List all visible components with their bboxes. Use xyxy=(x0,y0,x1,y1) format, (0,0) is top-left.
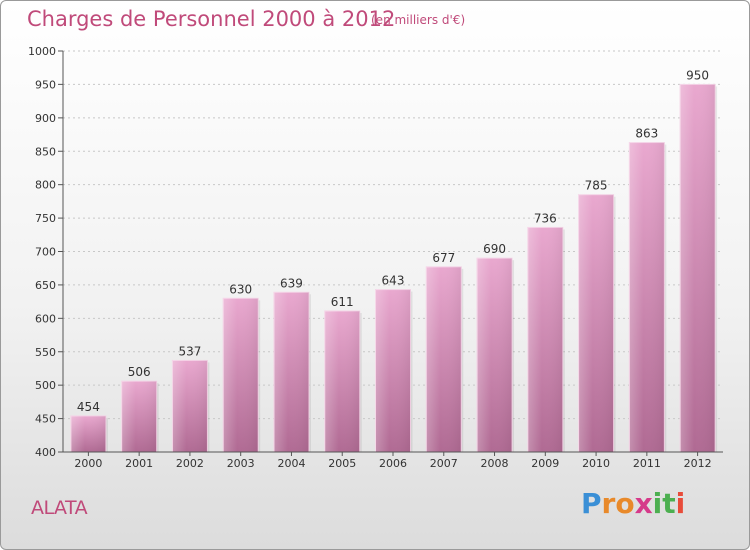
bar-shine-2003 xyxy=(223,298,259,452)
data-label-2007: 677 xyxy=(432,251,455,265)
axis-layer: 400 450 500 550 600 650 700 750 800 850 900 950 1000… xyxy=(28,45,723,470)
y-tick-label-700: 700 xyxy=(35,246,56,259)
y-tick-label-400: 400 xyxy=(35,446,56,459)
location-label: ALATA xyxy=(31,497,88,519)
bar-shine-2002 xyxy=(172,360,208,452)
x-tick-label-2003: 2003 xyxy=(227,457,255,470)
logo-letter: P xyxy=(581,487,602,520)
bar-shine-2000 xyxy=(70,415,106,452)
bar-shine-2010 xyxy=(578,194,614,453)
y-tick-label-600: 600 xyxy=(35,312,56,325)
x-tick-label-2008: 2008 xyxy=(481,457,509,470)
y-tick-label-550: 550 xyxy=(35,346,56,359)
y-tick-label-850: 850 xyxy=(35,145,56,158)
y-tick-label-500: 500 xyxy=(35,379,56,392)
chart-subtitle: (en milliers d'€) xyxy=(371,13,466,27)
bar-shine-2009 xyxy=(527,227,563,452)
data-label-2001: 506 xyxy=(128,365,151,379)
y-tick-label-900: 900 xyxy=(35,112,56,125)
data-label-2000: 454 xyxy=(77,400,100,414)
y-tick-label-650: 650 xyxy=(35,279,56,292)
y-tick-label-450: 450 xyxy=(35,413,56,426)
data-label-2008: 690 xyxy=(483,242,506,256)
logo-letter: r xyxy=(601,487,616,520)
bar-shine-2008 xyxy=(477,258,513,452)
bars-layer: 454 506 537 630 639 611 643 677 690 736 785 863 950 xyxy=(70,68,718,453)
logo-letter: i xyxy=(675,487,686,520)
bar-shine-2001 xyxy=(121,381,157,452)
x-tick-label-2005: 2005 xyxy=(328,457,356,470)
x-tick-label-2011: 2011 xyxy=(633,457,661,470)
proxiti-logo: Proxiti xyxy=(581,487,685,520)
x-tick-label-2000: 2000 xyxy=(74,457,102,470)
data-label-2004: 639 xyxy=(280,276,303,290)
chart-title: Charges de Personnel 2000 à 2012 xyxy=(27,7,396,31)
data-label-2012: 950 xyxy=(686,68,709,82)
y-tick-label-1000: 1000 xyxy=(28,45,56,58)
data-label-2009: 736 xyxy=(534,211,557,225)
logo-letter: i xyxy=(652,487,663,520)
y-tick-label-800: 800 xyxy=(35,179,56,192)
data-label-2002: 537 xyxy=(178,344,201,358)
bar-shine-2005 xyxy=(324,310,360,452)
x-tick-label-2001: 2001 xyxy=(125,457,153,470)
logo-letter: x xyxy=(634,487,653,520)
y-tick-label-950: 950 xyxy=(35,78,56,91)
x-tick-label-2006: 2006 xyxy=(379,457,407,470)
logo-letter: o xyxy=(615,487,635,520)
data-label-2011: 863 xyxy=(635,127,658,141)
logo-letter: t xyxy=(662,487,676,520)
x-tick-label-2009: 2009 xyxy=(531,457,559,470)
bar-shine-2006 xyxy=(375,289,411,452)
data-label-2003: 630 xyxy=(229,282,252,296)
x-tick-label-2012: 2012 xyxy=(684,457,712,470)
data-label-2006: 643 xyxy=(382,274,405,288)
bar-shine-2012 xyxy=(680,84,716,453)
x-tick-label-2007: 2007 xyxy=(430,457,458,470)
x-tick-label-2010: 2010 xyxy=(582,457,610,470)
bar-shine-2011 xyxy=(629,142,665,453)
x-tick-label-2002: 2002 xyxy=(176,457,204,470)
y-tick-label-750: 750 xyxy=(35,212,56,225)
data-label-2010: 785 xyxy=(585,179,608,193)
data-label-2005: 611 xyxy=(331,295,354,309)
bar-shine-2007 xyxy=(426,266,462,452)
x-tick-label-2004: 2004 xyxy=(277,457,305,470)
bar-shine-2004 xyxy=(273,292,309,452)
